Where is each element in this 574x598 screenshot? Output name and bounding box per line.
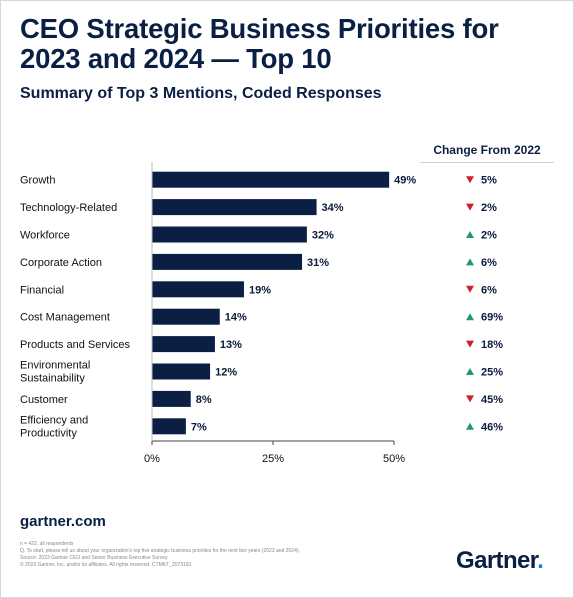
category-label-line: Efficiency and	[20, 414, 88, 426]
bar	[152, 281, 244, 298]
bar-value-label: 31%	[307, 257, 329, 269]
change-value-label: 2%	[481, 202, 497, 214]
bar	[152, 418, 186, 435]
down-arrow-icon	[466, 395, 474, 403]
up-arrow-icon	[466, 368, 474, 375]
source-url[interactable]: gartner.com	[20, 513, 106, 530]
x-tick-label: 50%	[383, 453, 405, 465]
footnote-question: Q. To start, please tell us about your o…	[20, 548, 300, 554]
category-label: Financial	[20, 284, 64, 296]
category-label: Cost Management	[20, 312, 110, 324]
up-arrow-icon	[466, 313, 474, 321]
category-label-line: Productivity	[20, 427, 77, 439]
category-label-line: Cost Management	[20, 312, 110, 324]
bar-value-label: 19%	[249, 284, 271, 296]
category-label: Products and Services	[20, 339, 131, 351]
up-arrow-icon	[466, 231, 474, 238]
category-label-line: Sustainability	[20, 373, 85, 385]
page-subtitle: Summary of Top 3 Mentions, Coded Respons…	[20, 85, 382, 102]
bar	[152, 363, 211, 380]
bar	[152, 308, 220, 325]
category-label: Workforce	[20, 230, 70, 242]
up-arrow-icon	[466, 258, 474, 266]
logo-dot: .	[537, 547, 544, 574]
bar-value-label: 32%	[312, 230, 334, 242]
category-label-line: Technology-Related	[20, 202, 117, 214]
category-label-line: Products and Services	[20, 339, 131, 351]
bar-value-label: 49%	[394, 175, 416, 187]
bar-chart: Growth 49% 5% Technology-Related 34% 2% Workfo…	[20, 162, 503, 465]
footnote-copyright: © 2023 Gartner, Inc. and/or its affiliat…	[20, 562, 192, 568]
page-title: CEO Strategic Business Priorities for 20…	[20, 13, 499, 74]
category-label: Environmental Sustainability	[20, 360, 90, 385]
change-value-label: 18%	[481, 339, 503, 351]
down-arrow-icon	[466, 285, 474, 293]
down-arrow-icon	[466, 176, 474, 184]
footnotes: n = 422; all respondents Q. To start, pl…	[20, 541, 420, 569]
footnote-sample: n = 422; all respondents	[20, 541, 74, 547]
category-label: Efficiency and Productivity	[20, 414, 88, 439]
gartner-logo: Gartner.	[456, 547, 544, 575]
bar-value-label: 34%	[322, 202, 344, 214]
bar-value-label: 8%	[196, 394, 212, 406]
down-arrow-icon	[466, 340, 474, 348]
footnote-source: Source: 2023 Gartner CEO and Senior Busi…	[20, 555, 168, 561]
category-label-line: Corporate Action	[20, 257, 102, 269]
bar	[152, 336, 215, 353]
change-value-label: 6%	[481, 284, 497, 296]
category-label-line: Growth	[20, 175, 55, 187]
change-value-label: 6%	[481, 257, 497, 269]
change-value-label: 69%	[481, 312, 503, 324]
bar	[152, 253, 303, 270]
category-label-line: Environmental	[20, 360, 90, 372]
down-arrow-icon	[466, 203, 474, 211]
bar	[152, 171, 390, 188]
bar-value-label: 14%	[225, 312, 247, 324]
bar-value-label: 7%	[191, 421, 207, 433]
change-value-label: 46%	[481, 421, 503, 433]
x-tick-label: 25%	[262, 453, 284, 465]
category-label: Corporate Action	[20, 257, 102, 269]
change-column-header: Change From 2022	[420, 138, 554, 163]
bar	[152, 199, 317, 216]
logo-text: Gartner	[456, 547, 538, 574]
category-label: Growth	[20, 175, 55, 187]
change-value-label: 45%	[481, 394, 503, 406]
category-label: Technology-Related	[20, 202, 117, 214]
change-value-label: 25%	[481, 367, 503, 379]
change-value-label: 2%	[481, 230, 497, 242]
x-tick-label: 0%	[144, 453, 160, 465]
bar-value-label: 12%	[215, 367, 237, 379]
category-label-line: Financial	[20, 284, 64, 296]
change-value-label: 5%	[481, 175, 497, 187]
bar	[152, 390, 191, 407]
up-arrow-icon	[466, 422, 474, 430]
bar-value-label: 13%	[220, 339, 242, 351]
category-label: Customer	[20, 394, 68, 406]
category-label-line: Workforce	[20, 230, 70, 242]
category-label-line: Customer	[20, 394, 68, 406]
bar	[152, 226, 307, 243]
